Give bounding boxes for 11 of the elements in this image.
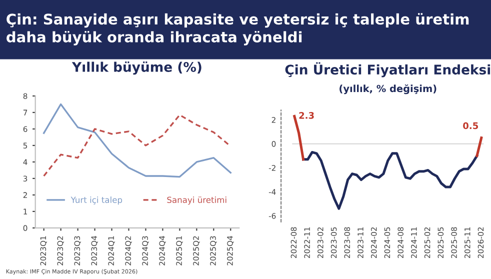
line-series: [43, 103, 232, 178]
text: Çin: Sanayide aşırı kapasite ve yetersiz iç taleple üretim daha büyük oranda ihracata yöneldi: [6, 13, 469, 46]
data-label: 2.3: [299, 112, 314, 119]
line-series: [43, 114, 232, 177]
line-series: [302, 150, 478, 210]
chart-subtitle: (yıllık, % değişim): [340, 84, 436, 94]
legend-label: Sanayi üretimi: [167, 196, 226, 205]
legend-label: Yurt içi talep: [70, 196, 122, 205]
chart-title: Çin Üretici Fiyatları Endeksi: [285, 62, 490, 78]
chart-title: Yıllık büyüme (%): [72, 62, 202, 75]
data-label: 0.5: [463, 122, 478, 130]
